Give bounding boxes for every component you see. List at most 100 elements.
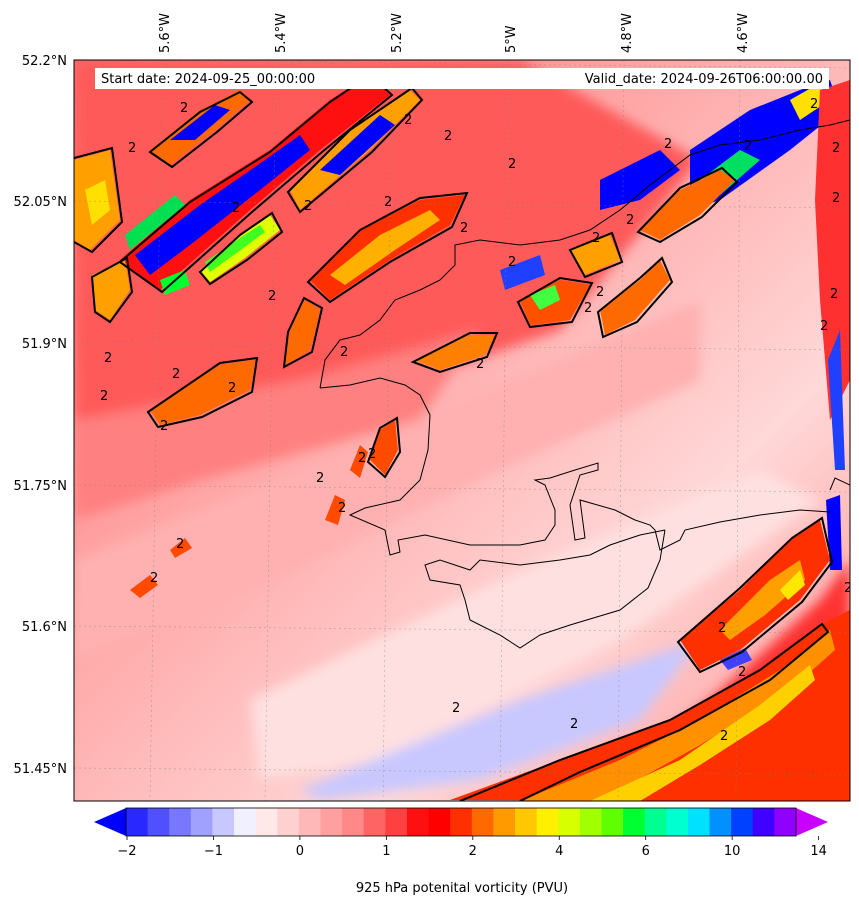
lat-label: 51.75°N	[14, 479, 67, 494]
colorbar-cell	[623, 808, 646, 836]
contour-label: 2	[316, 471, 324, 486]
contour-label: 2	[476, 357, 484, 372]
colorbar-cell	[255, 808, 278, 836]
colorbar-frame	[125, 807, 797, 837]
longitude-labels: 5.6°W 5.4°W 5.2°W 5°W 4.8°W 4.6°W	[158, 13, 751, 53]
pv-streaks-northeast	[500, 80, 850, 570]
colorbar-cell	[298, 808, 322, 836]
contour-label: 2	[570, 717, 578, 732]
start-label-box	[95, 68, 829, 89]
valid-date-label: Valid_date: 2024-09-26T06:00:00.00	[585, 72, 823, 87]
contour-label: 2	[368, 447, 376, 462]
colorbar-cell	[601, 808, 624, 836]
contour-label: 2	[718, 621, 726, 636]
colorbar-cell	[277, 808, 300, 836]
colorbar-cell	[687, 808, 711, 836]
colorbar-cell	[190, 808, 214, 836]
pv-2-contours	[74, 73, 834, 801]
contour-label: 2	[160, 419, 168, 434]
colorbar-cell	[493, 808, 516, 836]
colorbar-tick-label: −2	[117, 844, 136, 859]
colorbar-cell	[709, 808, 732, 836]
colorbar-tick-label: 4	[555, 844, 563, 859]
colorbar-ticks: −2 −1 0 1 2 4 6 10 14	[117, 836, 827, 859]
contour-label: 2	[830, 287, 838, 302]
colorbar-cell	[147, 808, 170, 836]
contour-label: 2	[128, 141, 136, 156]
contour-label: 2	[744, 139, 752, 154]
lat-label: 51.6°N	[22, 620, 67, 635]
colorbar-cell	[666, 808, 689, 836]
colorbar-tick-label: 10	[724, 844, 741, 859]
contour-label: 2	[358, 451, 366, 466]
lon-label: 5°W	[504, 25, 519, 53]
colorbar-cell	[450, 808, 473, 836]
lon-label: 5.6°W	[158, 13, 173, 53]
colorbar-cell	[212, 808, 235, 836]
colorbar-cell	[363, 808, 386, 836]
contour-label: 2	[268, 289, 276, 304]
contour-label: 2	[452, 701, 460, 716]
lon-label: 5.4°W	[274, 13, 289, 53]
colorbar-cell	[428, 808, 451, 836]
contour-label: 2	[596, 285, 604, 300]
colorbar-cell	[342, 808, 365, 836]
contour-label: 2	[844, 581, 852, 596]
contour-label: 2	[810, 97, 818, 112]
lat-label: 51.9°N	[22, 337, 67, 352]
colorbar-cell	[234, 808, 257, 836]
map-gridlines	[74, 60, 850, 801]
contour-label: 2	[228, 381, 236, 396]
colorbar-cell	[169, 808, 192, 836]
contour-label: 2	[626, 213, 634, 228]
colorbar-title: 925 hPa potenital vorticity (PVU)	[356, 881, 568, 896]
pv-blobs-central	[130, 420, 398, 598]
colorbar-tick-label: 1	[382, 844, 390, 859]
contour-label: 2	[104, 351, 112, 366]
contour-label: 2	[384, 195, 392, 210]
colorbar-cell	[774, 808, 797, 836]
pv-streaks-northwest	[74, 75, 495, 425]
colorbar-extend-max	[796, 808, 828, 836]
contour-label: 2	[832, 141, 840, 156]
contour-label: 2	[176, 537, 184, 552]
contour-label: 2	[404, 113, 412, 128]
pv-field: 2 2 2 2 2 2 2 2 2 2 2 2 2 2 2 2 2 2 2 2 2 2 2 2 2 2 2 2 2 2 2 2 2 2 2 2 2 2 2 2…	[74, 60, 852, 801]
contour-label: 2	[592, 231, 600, 246]
contour-label: 2	[832, 191, 840, 206]
contour-label: 2	[180, 101, 188, 116]
lat-label: 52.05°N	[14, 195, 67, 210]
colorbar-cell	[515, 808, 538, 836]
contour-label: 2	[100, 389, 108, 404]
start-date-label: Start date: 2024-09-25_00:00:00	[101, 72, 315, 87]
contour-labels: 2 2 2 2 2 2 2 2 2 2 2 2 2 2 2 2 2 2 2 2 2 2 2 2 2 2 2 2 2 2 2 2 2 2 2 2 2 2 2 2…	[100, 97, 852, 744]
lat-label: 52.2°N	[22, 54, 67, 69]
coastline	[319, 119, 850, 649]
contour-label: 2	[460, 221, 468, 236]
contour-label: 2	[738, 665, 746, 680]
contour-label: 2	[340, 345, 348, 360]
contour-label: 2	[172, 367, 180, 382]
contour-label: 2	[232, 201, 240, 216]
contour-label: 2	[444, 129, 452, 144]
colorbar-cell	[536, 808, 559, 836]
contour-label: 2	[304, 199, 312, 214]
colorbar-cell	[644, 808, 667, 836]
contour-label: 2	[508, 255, 516, 270]
contour-label: 2	[720, 729, 728, 744]
colorbar-tick-label: 0	[296, 844, 304, 859]
lon-label: 4.8°W	[620, 13, 635, 53]
colorbar-cell	[558, 808, 581, 836]
colorbar-cell	[385, 808, 408, 836]
lat-label: 51.45°N	[14, 762, 67, 777]
lon-label: 4.6°W	[736, 13, 751, 53]
contour-label: 2	[150, 571, 158, 586]
colorbar-tick-label: 2	[469, 844, 477, 859]
colorbar-tick-label: 6	[642, 844, 650, 859]
contour-label: 2	[664, 137, 672, 152]
colorbar-tick-label: −1	[204, 844, 223, 859]
colorbar: −2 −1 0 1 2 4 6 10 14 925 hPa potenital vorticit…	[94, 807, 828, 896]
latitude-labels: 52.2°N 52.05°N 51.9°N 51.75°N 51.6°N 51.…	[14, 54, 67, 777]
colorbar-tick-label: 14	[810, 844, 827, 859]
colorbar-cell	[579, 808, 603, 836]
